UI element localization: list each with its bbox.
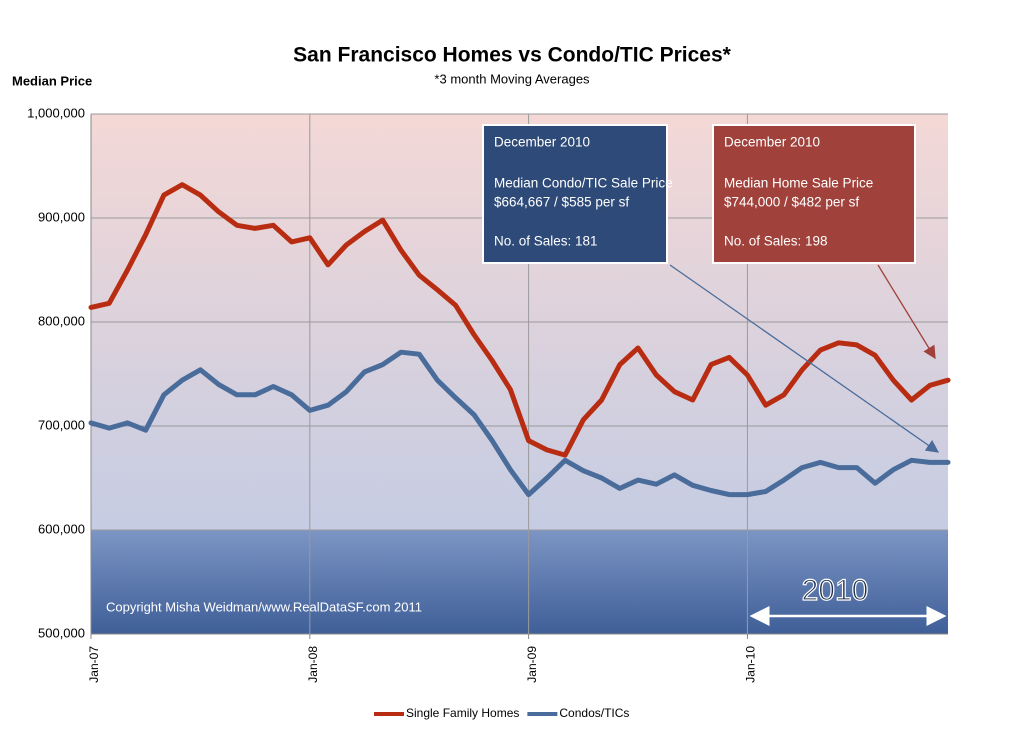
annotation-text: December 2010 xyxy=(494,135,590,150)
annotation-arrow xyxy=(877,264,936,360)
annotation-box xyxy=(482,124,668,264)
series-line xyxy=(88,349,951,498)
series-line xyxy=(88,182,951,458)
annotation-text: No. of Sales: 198 xyxy=(724,234,828,249)
annotation-text: December 2010 xyxy=(724,135,820,150)
annotation-text: $664,667 / $585 per sf xyxy=(494,195,629,210)
x-tick-label: Jan-09 xyxy=(525,646,539,683)
x-tick-label: Jan-07 xyxy=(87,646,101,683)
chart-title: San Francisco Homes vs Condo/TIC Prices* xyxy=(293,44,731,67)
y-tick-label: 700,000 xyxy=(38,417,85,432)
copyright: Copyright Misha Weidman/www.RealDataSF.c… xyxy=(106,599,422,614)
y-tick-label: 500,000 xyxy=(38,625,85,640)
annotation-arrow xyxy=(669,264,940,453)
annotation-text: $744,000 / $482 per sf xyxy=(724,195,859,210)
y-tick-label: 800,000 xyxy=(38,313,85,328)
x-tick-label: Jan-10 xyxy=(744,646,758,683)
chart-subtitle: *3 month Moving Averages xyxy=(434,71,590,86)
y-tick-label: 600,000 xyxy=(38,521,85,536)
annotation-box xyxy=(712,124,916,264)
legend-label: Single Family Homes xyxy=(406,706,519,720)
annotation-text: No. of Sales: 181 xyxy=(494,234,598,249)
y-tick-label: 900,000 xyxy=(38,209,85,224)
y-axis-label: Median Price xyxy=(12,73,92,88)
legend-label: Condos/TICs xyxy=(559,706,629,720)
y-tick-label: 1,000,000 xyxy=(27,105,85,120)
x-tick-label: Jan-08 xyxy=(306,646,320,683)
annotation-text: Median Condo/TIC Sale Price xyxy=(494,176,673,191)
period-label: 2010 xyxy=(802,574,869,607)
annotation-text: Median Home Sale Price xyxy=(724,176,873,191)
